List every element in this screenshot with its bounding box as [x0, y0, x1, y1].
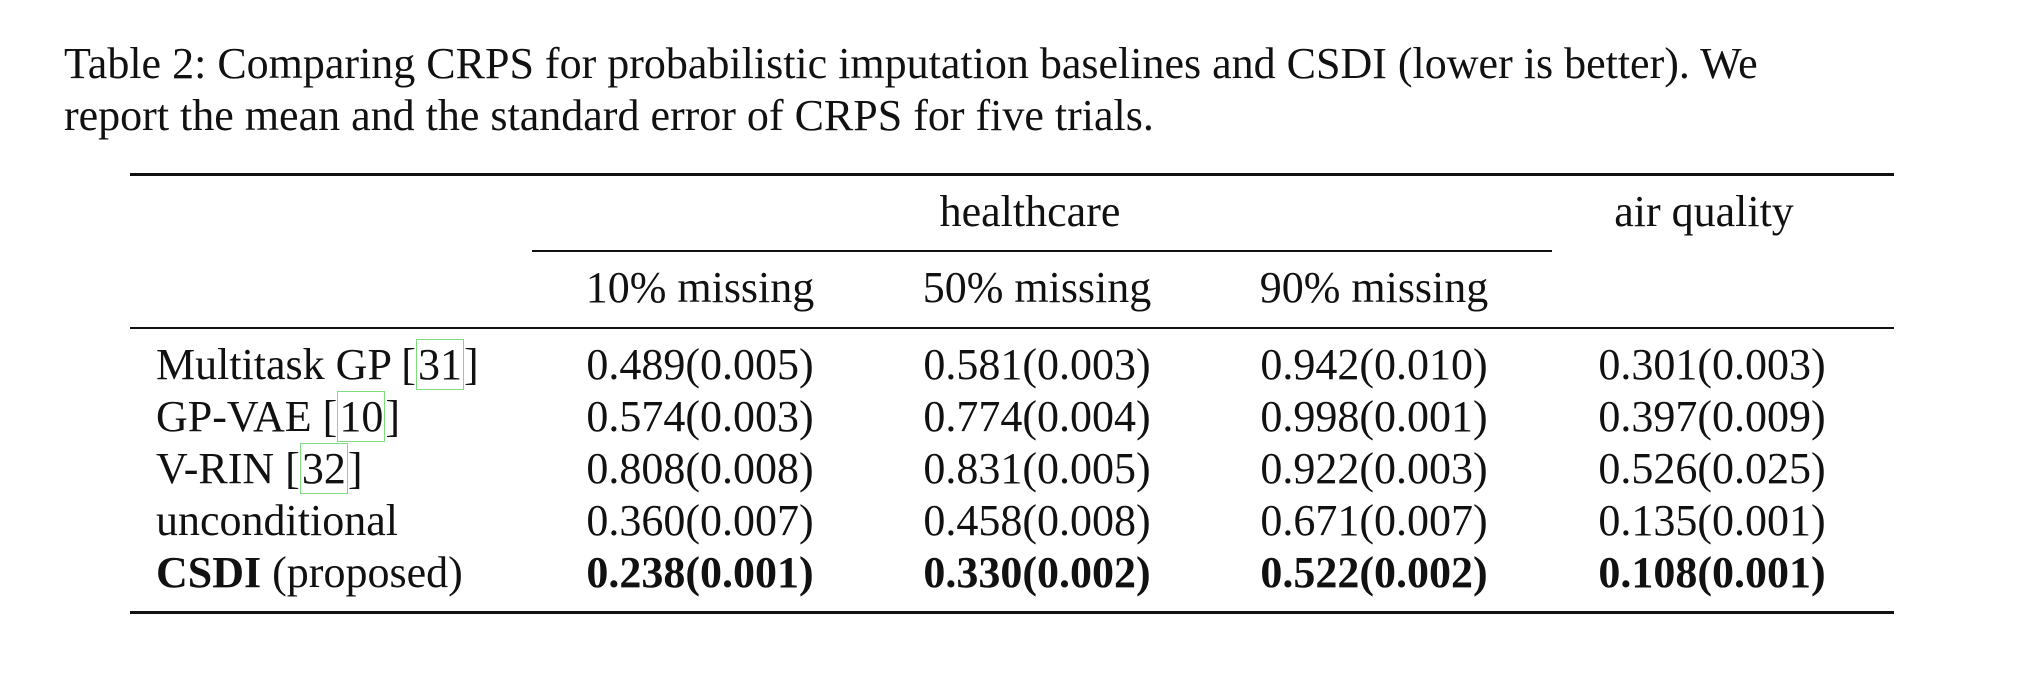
citation-link[interactable]: 32	[299, 443, 348, 494]
header-healthcare: healthcare	[939, 187, 1121, 236]
cell-csdi-air: 0.108(0.001)	[1598, 548, 1826, 597]
cell-unconditional-air: 0.135(0.001)	[1598, 496, 1826, 545]
method-name: Multitask GP	[156, 340, 391, 389]
cell-gp-vae-air: 0.397(0.009)	[1598, 392, 1826, 441]
table-top-rule	[130, 173, 1894, 176]
cell-v-rin-50: 0.831(0.005)	[923, 444, 1151, 493]
healthcare-cmidrule	[532, 250, 1552, 252]
cell-csdi-10: 0.238(0.001)	[586, 548, 814, 597]
table-bottom-rule	[130, 611, 1894, 614]
method-name: unconditional	[156, 496, 398, 545]
cell-unconditional-10: 0.360(0.007)	[586, 496, 814, 545]
cell-multitask-gp-air: 0.301(0.003)	[1598, 340, 1826, 389]
row-label-v-rin: V-RIN [32]	[156, 443, 363, 494]
citation-link[interactable]: 31	[415, 339, 464, 390]
subheader-50-missing: 50% missing	[922, 263, 1152, 312]
cell-multitask-gp-50: 0.581(0.003)	[923, 340, 1151, 389]
row-label-csdi: CSDI (proposed)	[156, 547, 463, 599]
row-label-unconditional: unconditional	[156, 495, 398, 547]
citation-link[interactable]: 10	[337, 391, 386, 442]
cell-unconditional-50: 0.458(0.008)	[923, 496, 1151, 545]
method-name: V-RIN	[156, 444, 275, 493]
table-caption: Table 2: Comparing CRPS for probabilisti…	[64, 38, 1984, 142]
row-label-multitask-gp: Multitask GP [31]	[156, 339, 479, 390]
subheader-10-missing: 10% missing	[585, 263, 815, 312]
row-label-gp-vae: GP-VAE [10]	[156, 391, 400, 442]
method-name: CSDI	[156, 548, 262, 597]
caption-line-2: report the mean and the standard error o…	[64, 91, 1154, 140]
cell-v-rin-90: 0.922(0.003)	[1260, 444, 1488, 493]
method-suffix: (proposed)	[272, 548, 463, 597]
cell-gp-vae-10: 0.574(0.003)	[586, 392, 814, 441]
caption-line-1: Table 2: Comparing CRPS for probabilisti…	[64, 39, 1758, 88]
cell-gp-vae-50: 0.774(0.004)	[923, 392, 1151, 441]
subheader-90-missing: 90% missing	[1259, 263, 1489, 312]
cell-v-rin-air: 0.526(0.025)	[1598, 444, 1826, 493]
cell-csdi-90: 0.522(0.002)	[1260, 548, 1488, 597]
cell-v-rin-10: 0.808(0.008)	[586, 444, 814, 493]
method-name: GP-VAE	[156, 392, 312, 441]
header-air-quality: air quality	[1614, 187, 1794, 236]
table-mid-rule	[130, 327, 1894, 329]
cell-unconditional-90: 0.671(0.007)	[1260, 496, 1488, 545]
cell-multitask-gp-10: 0.489(0.005)	[586, 340, 814, 389]
cell-multitask-gp-90: 0.942(0.010)	[1260, 340, 1488, 389]
cell-gp-vae-90: 0.998(0.001)	[1260, 392, 1488, 441]
cell-csdi-50: 0.330(0.002)	[923, 548, 1151, 597]
